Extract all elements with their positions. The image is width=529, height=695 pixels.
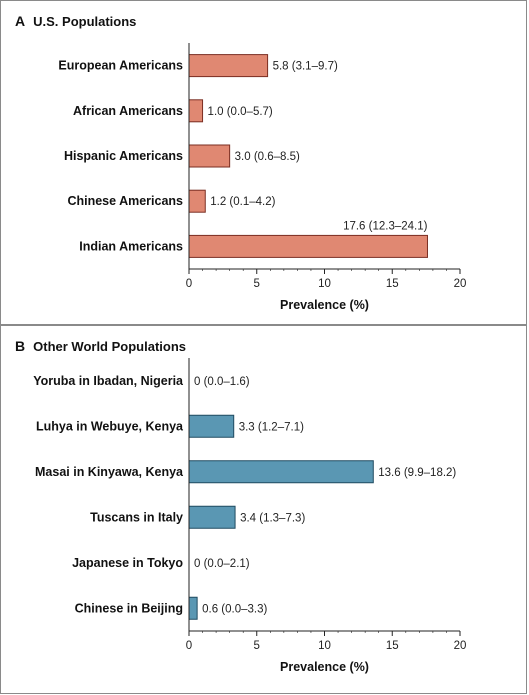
category-label: Masai in Kinyawa, Kenya <box>35 465 184 479</box>
category-label: Yoruba in Ibadan, Nigeria <box>33 374 184 388</box>
x-tick-label: 15 <box>386 278 399 290</box>
x-tick-label: 0 <box>186 278 192 290</box>
bar <box>188 460 374 484</box>
category-label: Chinese Americans <box>67 194 183 208</box>
x-tick-label: 10 <box>318 640 331 652</box>
bar <box>188 505 236 529</box>
category-label: Chinese in Beijing <box>75 601 183 615</box>
panel-title: U.S. Populations <box>33 14 137 29</box>
bar <box>188 414 235 438</box>
panel-header: A U.S. Populations <box>15 13 136 29</box>
category-label: Luhya in Webuye, Kenya <box>36 419 184 433</box>
panel-letter: A <box>15 13 26 29</box>
bar <box>188 99 204 123</box>
bar <box>188 54 269 78</box>
data-label: 13.6 (9.9–18.2) <box>378 467 456 479</box>
panel-us-populations: A U.S. Populations European Americans 5.8 … <box>0 0 527 325</box>
x-tick-label: 5 <box>254 640 260 652</box>
data-label: 17.6 (12.3–24.1) <box>343 220 428 232</box>
chart-other-world-populations: Yoruba in Ibadan, Nigeria 0 (0.0–1.6) Luhy… <box>33 358 467 674</box>
panel-title: Other World Populations <box>33 339 186 354</box>
x-tick-label: 15 <box>386 640 399 652</box>
x-axis-label: Prevalence (%) <box>280 660 369 674</box>
category-label: European Americans <box>58 59 183 73</box>
bar <box>188 596 198 620</box>
data-label: 3.3 (1.2–7.1) <box>239 421 304 433</box>
panel-header: B Other World Populations <box>15 338 186 354</box>
data-label: 0 (0.0–1.6) <box>194 376 250 388</box>
x-tick-label: 20 <box>454 640 467 652</box>
data-label: 1.0 (0.0–5.7) <box>208 106 273 118</box>
x-tick-label: 10 <box>318 278 331 290</box>
data-label: 5.8 (3.1–9.7) <box>273 61 338 73</box>
bar <box>188 189 206 213</box>
category-label: Hispanic Americans <box>64 149 183 163</box>
bar <box>188 234 428 258</box>
category-label: Japanese in Tokyo <box>72 556 183 570</box>
x-tick-label: 5 <box>254 278 260 290</box>
category-label: Tuscans in Italy <box>90 510 183 524</box>
x-axis-label: Prevalence (%) <box>280 298 369 312</box>
category-label: Indian Americans <box>79 239 183 253</box>
data-label: 0.6 (0.0–3.3) <box>202 603 267 615</box>
panel-other-world-populations: B Other World Populations Yoruba in Ibada… <box>0 325 527 694</box>
data-label: 3.4 (1.3–7.3) <box>240 512 305 524</box>
data-label: 1.2 (0.1–4.2) <box>210 196 275 208</box>
panel-letter: B <box>15 338 26 354</box>
x-tick-label: 20 <box>454 278 467 290</box>
chart-us-populations: European Americans 5.8 (3.1–9.7) African A… <box>58 43 467 312</box>
category-label: African Americans <box>73 104 183 118</box>
x-tick-label: 0 <box>186 640 192 652</box>
data-label: 3.0 (0.6–8.5) <box>235 151 300 163</box>
data-label: 0 (0.0–2.1) <box>194 558 250 570</box>
bar <box>188 144 231 168</box>
